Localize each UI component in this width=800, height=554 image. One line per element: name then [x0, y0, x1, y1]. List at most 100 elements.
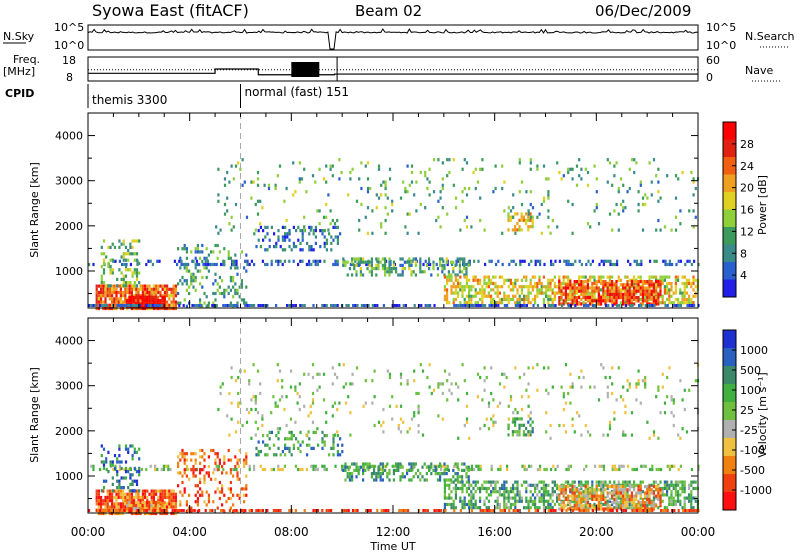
heat-cell — [547, 193, 550, 197]
heat-cell — [370, 257, 373, 261]
heat-cell — [454, 490, 457, 494]
heat-cell — [388, 263, 391, 267]
heat-cell — [564, 497, 567, 501]
heat-cell — [155, 489, 158, 493]
heat-cell — [290, 434, 293, 438]
heat-cell — [659, 494, 662, 498]
heat-cell — [657, 292, 660, 296]
heat-cell — [354, 304, 357, 307]
heat-cell — [573, 494, 576, 498]
heat-cell — [463, 285, 466, 289]
heat-cell — [178, 509, 181, 512]
heat-cell — [377, 465, 380, 469]
heat-cell — [518, 161, 521, 165]
heat-cell — [214, 291, 217, 296]
heat-cell — [336, 259, 339, 263]
heat-cell — [474, 499, 477, 503]
heat-cell — [545, 486, 548, 491]
heat-cell — [161, 492, 164, 496]
heat-cell — [648, 283, 651, 287]
heat-cell — [652, 496, 655, 500]
heat-cell — [344, 382, 348, 386]
heat-cell — [527, 209, 530, 213]
heat-cell — [413, 304, 416, 307]
heat-cell — [615, 289, 618, 293]
heat-cell — [412, 257, 415, 261]
heat-cell — [465, 273, 468, 277]
heat-cell — [663, 285, 666, 289]
heat-cell — [448, 496, 451, 500]
heat-cell — [194, 266, 197, 270]
heat-cell — [688, 388, 691, 392]
heat-cell — [523, 372, 526, 376]
heat-cell — [613, 467, 616, 472]
heat-cell — [122, 300, 125, 304]
heat-cell — [668, 291, 671, 295]
heat-cell — [154, 295, 157, 299]
heat-cell — [543, 304, 546, 307]
heat-cell — [468, 480, 471, 484]
heat-cell — [545, 493, 548, 497]
heat-cell — [641, 196, 645, 200]
heat-cell — [633, 504, 636, 508]
heat-cell — [373, 465, 376, 469]
heat-cell — [221, 279, 224, 283]
heat-cell — [558, 485, 561, 489]
heat-cell — [143, 299, 146, 303]
heat-cell — [166, 284, 169, 288]
heat-cell — [683, 407, 686, 412]
heat-cell — [558, 280, 561, 284]
heat-cell — [453, 509, 456, 512]
heat-cell — [606, 504, 609, 508]
heat-cell — [229, 468, 232, 472]
heat-cell — [95, 508, 98, 512]
heat-cell — [611, 494, 614, 498]
heat-cell — [534, 490, 537, 494]
heat-cell — [184, 467, 187, 472]
heat-cell — [578, 286, 581, 290]
heat-cell — [587, 259, 590, 263]
heat-cell — [677, 490, 680, 494]
heat-cell — [443, 267, 446, 271]
heat-cell — [507, 206, 510, 210]
heat-cell — [666, 297, 669, 302]
heat-cell — [375, 206, 378, 210]
heat-cell — [408, 468, 411, 472]
heat-cell — [248, 262, 251, 267]
heat-cell — [624, 497, 627, 501]
heat-cell — [314, 225, 317, 229]
heat-cell — [692, 496, 695, 500]
heat-cell — [149, 304, 152, 307]
heat-cell — [650, 491, 653, 495]
heat-cell — [450, 260, 453, 264]
heat-cell — [448, 486, 451, 491]
heat-cell — [168, 495, 171, 500]
heat-cell — [677, 177, 680, 181]
heat-cell — [575, 411, 579, 415]
heat-cell — [443, 483, 446, 487]
heat-cell — [111, 287, 114, 291]
heat-cell — [518, 490, 521, 494]
heat-cell — [531, 218, 534, 222]
heat-cell — [223, 247, 226, 251]
heat-cell — [547, 506, 550, 510]
heat-cell — [124, 300, 127, 304]
heat-cell — [135, 294, 138, 298]
heat-cell — [452, 297, 455, 302]
heat-cell — [283, 407, 286, 412]
heat-cell — [602, 259, 605, 263]
heat-cell — [356, 304, 359, 307]
heat-cell — [245, 301, 248, 305]
heat-cell — [639, 488, 642, 492]
heat-cell — [257, 509, 260, 512]
heat-cell — [370, 267, 373, 271]
heat-cell — [611, 286, 614, 290]
heat-cell — [558, 275, 561, 279]
heat-cell — [463, 275, 466, 279]
heat-cell — [525, 294, 528, 298]
heat-cell — [342, 260, 345, 264]
heat-cell — [692, 288, 695, 292]
heat-cell — [166, 300, 169, 304]
heat-cell — [545, 490, 548, 494]
heat-cell — [605, 304, 608, 307]
